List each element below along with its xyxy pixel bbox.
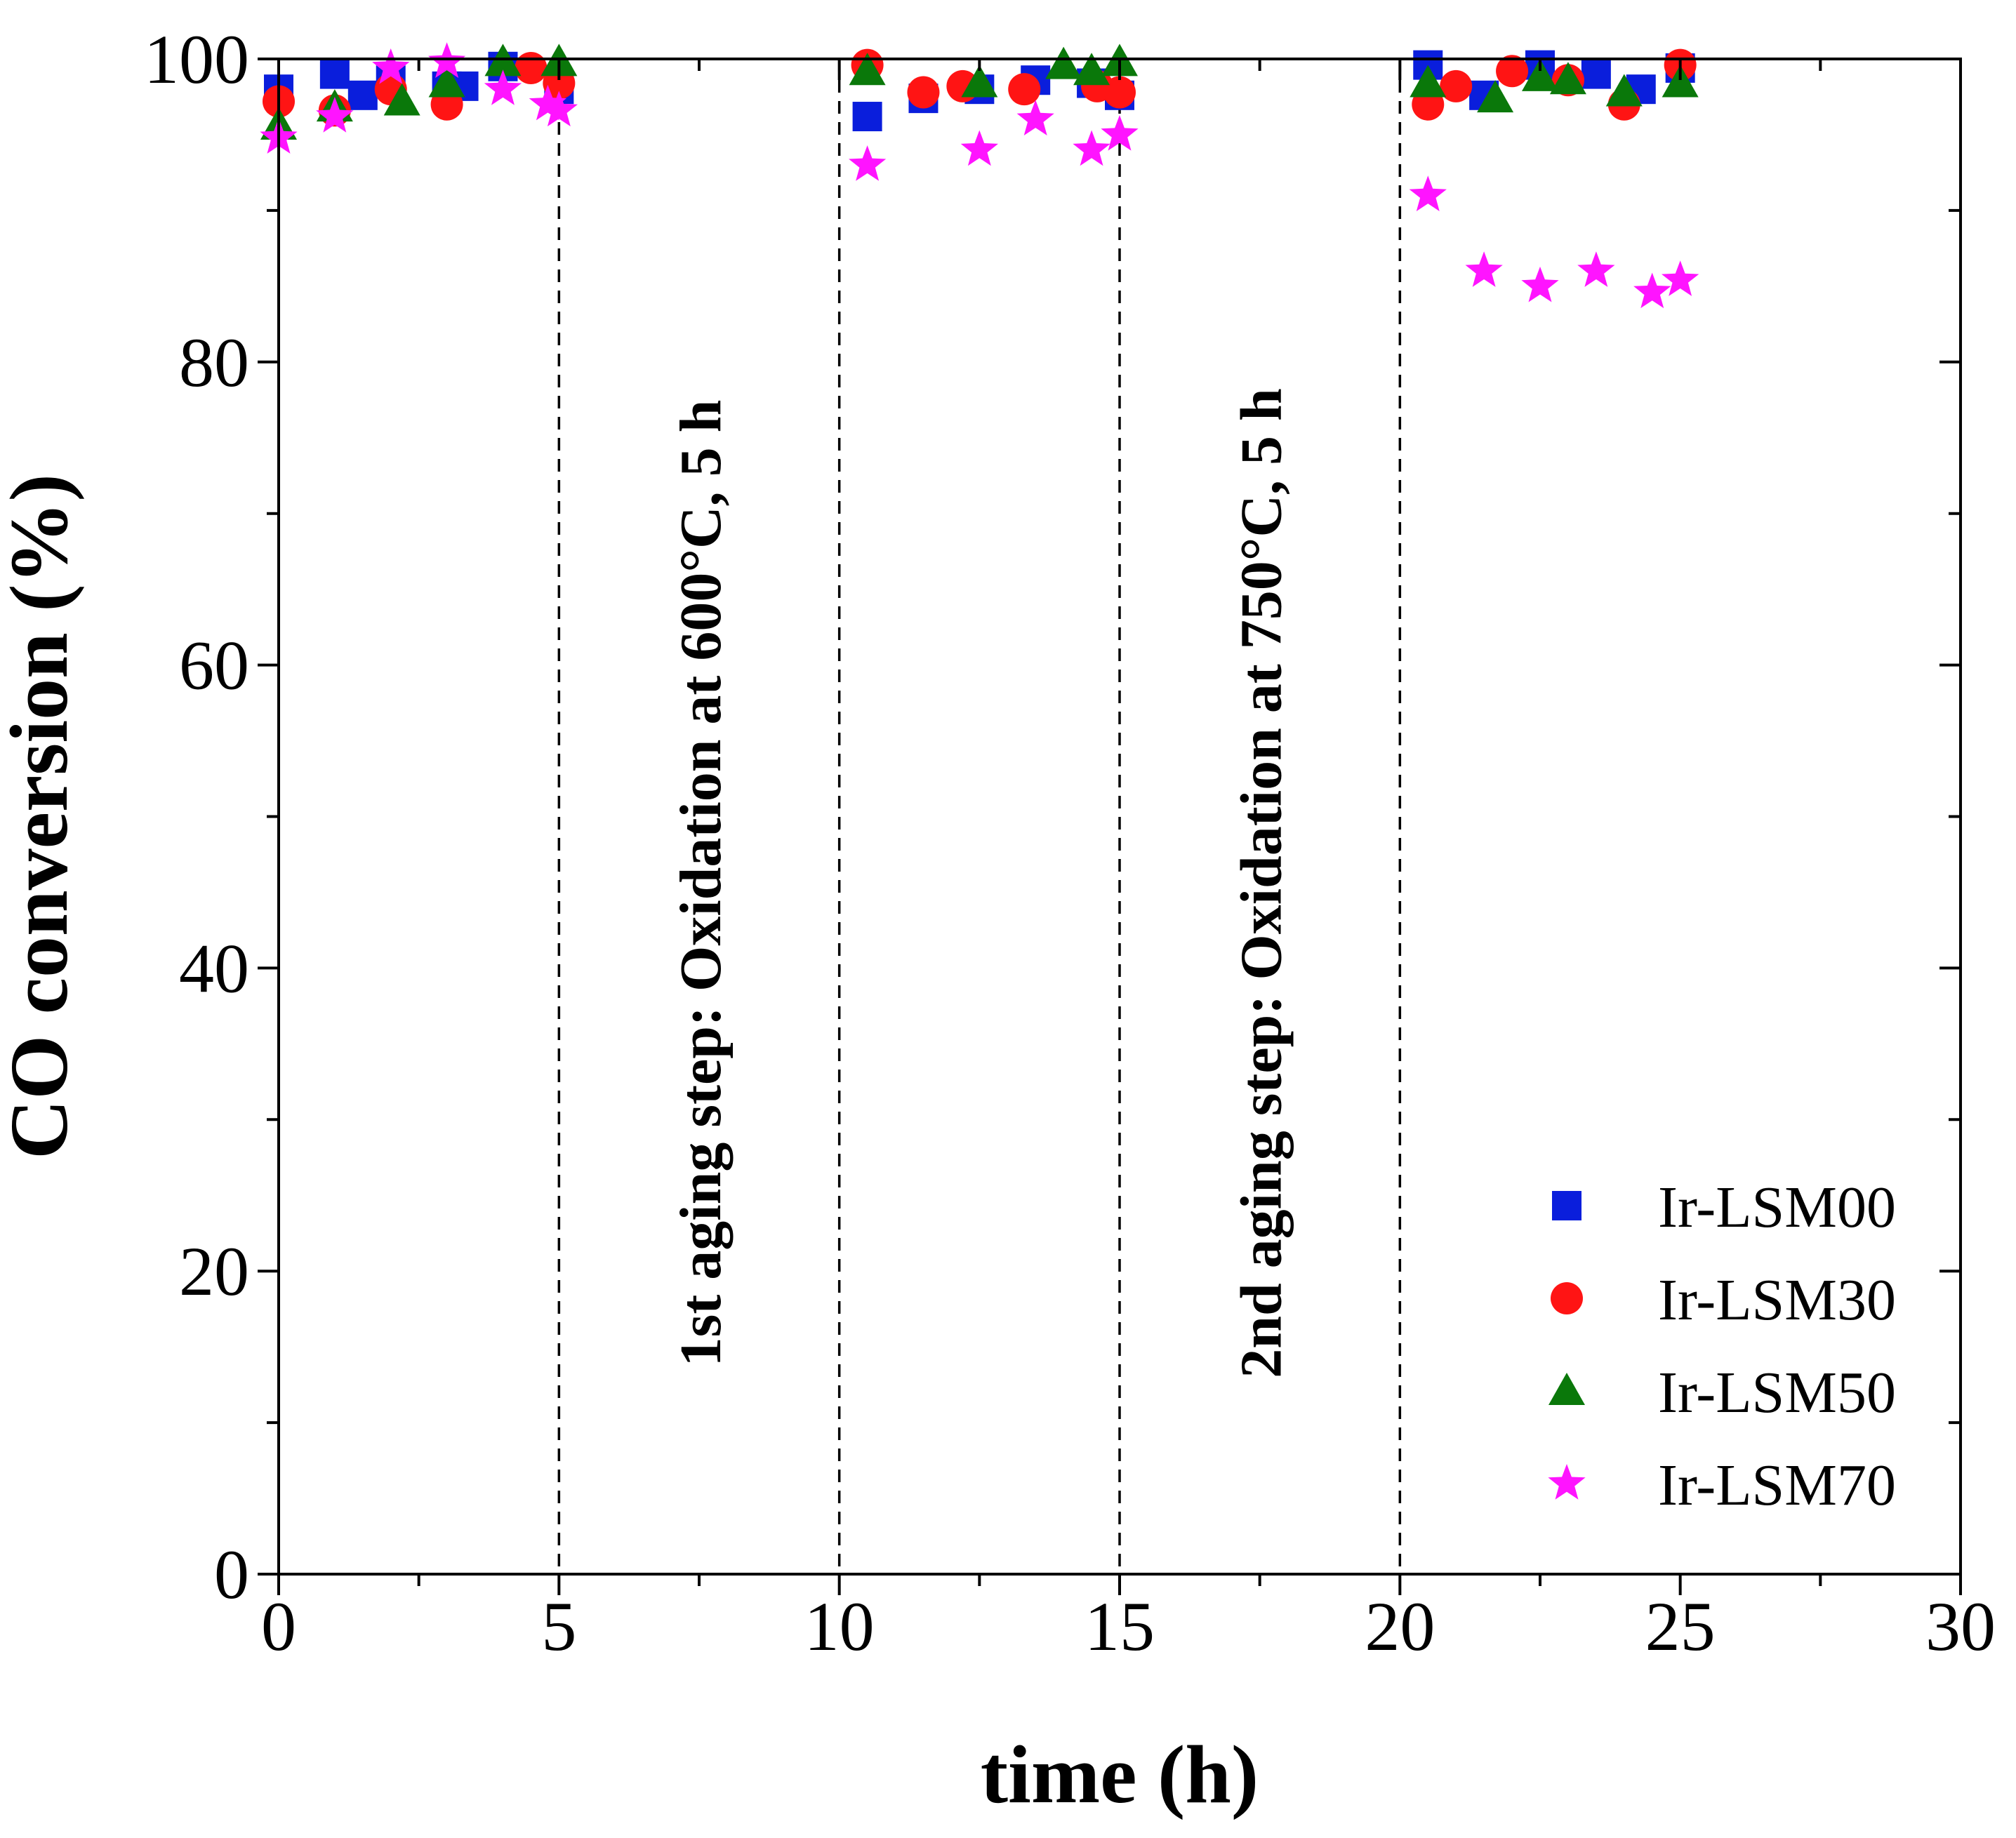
data-series xyxy=(260,42,1699,309)
data-point xyxy=(1662,65,1699,98)
data-point xyxy=(1409,175,1447,211)
data-point xyxy=(1045,46,1082,79)
data-point xyxy=(1605,74,1643,107)
data-point xyxy=(1521,266,1559,302)
data-point xyxy=(372,48,410,84)
x-tick-label: 30 xyxy=(1925,1587,1996,1665)
data-point xyxy=(1633,272,1671,309)
x-tick-label: 25 xyxy=(1645,1587,1716,1665)
data-point xyxy=(907,76,940,109)
y-tick-label: 80 xyxy=(179,324,249,401)
y-tick-label: 100 xyxy=(144,20,249,98)
y-tick-label: 0 xyxy=(214,1536,249,1613)
legend-label: Ir-LSM30 xyxy=(1658,1267,1896,1333)
data-point xyxy=(316,97,354,133)
data-point xyxy=(1496,55,1529,88)
data-point xyxy=(1410,65,1447,98)
data-point xyxy=(1549,62,1586,95)
legend-marker xyxy=(1551,1282,1583,1314)
data-point xyxy=(1522,58,1558,91)
data-point xyxy=(1581,59,1611,89)
x-tick-label: 0 xyxy=(261,1587,296,1665)
data-point xyxy=(1103,76,1136,109)
data-point xyxy=(961,65,998,98)
data-point xyxy=(319,59,350,89)
data-point xyxy=(849,145,887,181)
aging-step-annotations: 1st aging step: Oxidation at 600°C, 5 h 2… xyxy=(668,388,1294,1378)
legend-label: Ir-LSM70 xyxy=(1658,1453,1896,1518)
data-point xyxy=(1073,130,1110,166)
y-tick-label: 20 xyxy=(179,1232,249,1310)
y-tick-label: 40 xyxy=(179,929,249,1007)
data-point xyxy=(347,80,378,110)
legend-marker xyxy=(1549,1373,1585,1405)
x-tick-label: 10 xyxy=(804,1587,875,1665)
x-tick-label: 20 xyxy=(1365,1587,1435,1665)
data-point xyxy=(1577,251,1615,287)
data-point xyxy=(428,65,465,98)
data-point xyxy=(1073,53,1110,86)
data-point xyxy=(960,130,998,166)
y-axis-title: CO conversion (%) xyxy=(0,474,85,1159)
legend-marker xyxy=(1548,1464,1586,1500)
data-point xyxy=(1477,80,1514,113)
legend-label: Ir-LSM00 xyxy=(1658,1175,1896,1240)
legend: Ir-LSM00 Ir-LSM30 Ir-LSM50 Ir-LSM70 xyxy=(1548,1175,1896,1518)
legend-label: Ir-LSM50 xyxy=(1658,1360,1896,1425)
data-point xyxy=(1662,260,1699,296)
data-point xyxy=(383,83,420,116)
legend-marker xyxy=(1552,1191,1581,1220)
data-point xyxy=(1465,251,1503,287)
data-point xyxy=(529,84,566,121)
axes: 0 5 10 15 20 25 30 0 20 40 60 80 100 time (h) CO conve… xyxy=(0,20,1996,1820)
data-point xyxy=(484,69,522,105)
data-point xyxy=(540,91,578,127)
x-tick-label: 5 xyxy=(541,1587,576,1665)
y-tick-label: 60 xyxy=(179,627,249,705)
data-point xyxy=(1016,100,1054,135)
data-point xyxy=(1101,115,1139,151)
data-point xyxy=(515,51,548,84)
data-point xyxy=(1008,73,1041,106)
data-point xyxy=(1440,69,1473,102)
aging-step-annotation: 2nd aging step: Oxidation at 750°C, 5 h xyxy=(1229,388,1294,1378)
data-point xyxy=(849,53,886,86)
x-tick-label: 15 xyxy=(1085,1587,1155,1665)
data-point xyxy=(852,102,882,132)
aging-step-annotation: 1st aging step: Oxidation at 600°C, 5 h xyxy=(668,400,734,1367)
x-axis-title: time (h) xyxy=(981,1729,1259,1820)
